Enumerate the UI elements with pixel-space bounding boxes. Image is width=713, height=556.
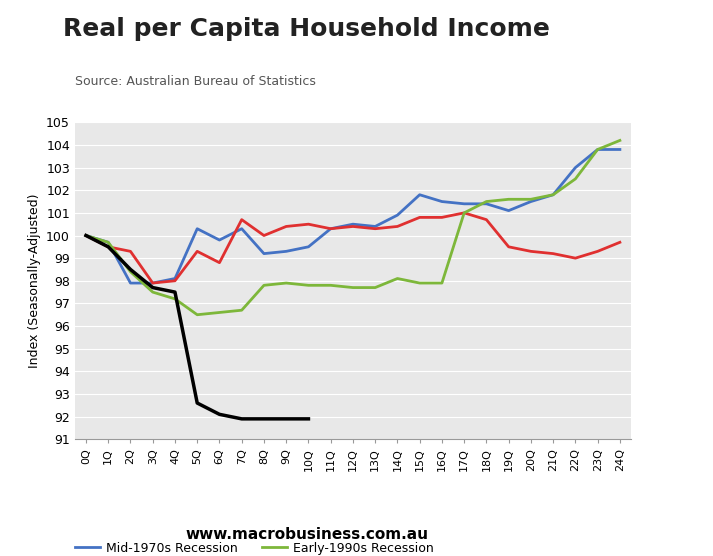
Text: BUSINESS: BUSINESS (585, 63, 660, 76)
Text: Real per Capita Household Income: Real per Capita Household Income (63, 17, 550, 41)
Y-axis label: Index (Seasonally-Adjusted): Index (Seasonally-Adjusted) (28, 193, 41, 368)
Legend: Mid-1970s Recession, Early-1980s Recession, Early-1990s Recession, Q2 2022 to Q2: Mid-1970s Recession, Early-1980s Recessi… (70, 537, 439, 556)
Text: www.macrobusiness.com.au: www.macrobusiness.com.au (185, 527, 428, 542)
Text: Source: Australian Bureau of Statistics: Source: Australian Bureau of Statistics (75, 75, 316, 88)
Text: MACRO: MACRO (585, 28, 659, 46)
